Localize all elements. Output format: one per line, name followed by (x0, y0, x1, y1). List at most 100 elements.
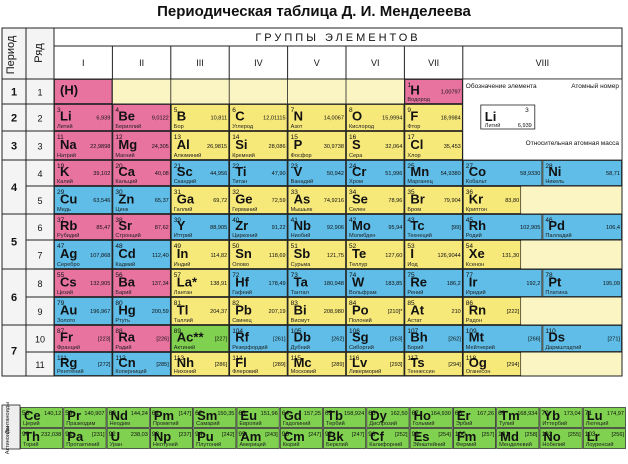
element-name: Углерод (232, 124, 254, 130)
element-symbol: Mc (294, 355, 312, 370)
element-symbol: Mt (469, 330, 485, 345)
atomic-number: 88 (115, 328, 123, 335)
element-name: Титан (232, 179, 247, 185)
element-name: Сиборгий (349, 344, 374, 351)
atomic-number: 86 (466, 300, 474, 307)
atomic-number: 74 (349, 272, 357, 279)
atomic-mass: 58,71 (606, 171, 620, 177)
element-box (404, 104, 463, 131)
atomic-mass: 40,08 (155, 171, 169, 177)
atomic-number: 24 (349, 163, 357, 170)
element-name: Иттрий (174, 232, 193, 239)
element-name: Фосфор (291, 153, 312, 159)
atomic-number: 82 (232, 300, 240, 307)
element-symbol: Zn (118, 191, 134, 206)
atomic-number: 78 (545, 272, 553, 279)
atomic-number: 20 (115, 163, 123, 170)
atomic-number: 52 (349, 243, 357, 250)
element-box (112, 325, 171, 352)
element-symbol: Rb (60, 218, 77, 233)
atomic-number: 112 (115, 355, 126, 362)
element-box (229, 297, 288, 325)
atomic-number: 11 (57, 134, 64, 141)
atomic-mass: 83,80 (505, 198, 519, 204)
element-box (229, 352, 288, 376)
atomic-number: 79 (57, 300, 65, 307)
atomic-mass: 200,59 (152, 309, 169, 315)
element-name: Нихоний (174, 368, 196, 375)
element-cell: 5 B 10,811 Бор (170, 104, 230, 131)
element-box (54, 269, 113, 297)
element-symbol: O (352, 109, 362, 124)
element-symbol: Tm (500, 408, 519, 423)
element-box (170, 131, 230, 160)
element-box (404, 214, 463, 240)
element-box (404, 240, 463, 269)
atomic-mass: 174,97 (607, 411, 624, 417)
atomic-number: 93 (152, 431, 160, 438)
atomic-number: 106 (349, 328, 360, 335)
atomic-number: 1 (407, 82, 411, 89)
element-symbol: Nd (111, 408, 128, 423)
atomic-number: 45 (466, 217, 474, 224)
element-symbol: Pd (548, 218, 565, 233)
row-number: 6 (37, 223, 42, 233)
element-symbol: Fm (457, 429, 477, 444)
atomic-number: 94 (195, 431, 203, 438)
atomic-mass: [262] (448, 337, 461, 343)
period-number: 7 (11, 346, 17, 358)
element-name: Ксенон (466, 262, 484, 268)
element-name: Водород (407, 97, 430, 103)
legend-mass: 6,939 (518, 123, 532, 129)
element-symbol: Fl (235, 355, 247, 370)
atomic-mass: [285] (156, 362, 169, 368)
atomic-mass: [243] (265, 432, 278, 438)
atomic-number: 46 (545, 217, 553, 224)
atomic-mass: 208,980 (324, 309, 344, 315)
atomic-mass: 72,59 (272, 198, 286, 204)
element-symbol: Pu (197, 429, 214, 444)
element-box (346, 186, 405, 214)
element-symbol: Sc (177, 164, 193, 179)
element-box (54, 79, 113, 104)
atomic-number: 58 (22, 410, 30, 417)
atomic-mass: 238,03 (131, 432, 148, 438)
element-name: Цезий (57, 289, 73, 296)
element-symbol: Na (60, 137, 77, 152)
element-name: Ливерморий (349, 368, 381, 375)
element-name: Скандий (174, 178, 196, 185)
element-name: Золото (57, 318, 75, 324)
element-box (229, 214, 288, 240)
element-symbol: Gd (284, 408, 302, 423)
atomic-number: 12 (115, 134, 123, 141)
element-symbol: Pt (548, 274, 562, 289)
element-symbol: C (235, 109, 245, 124)
element-box (346, 325, 405, 352)
element-name: Протактиний (66, 441, 99, 448)
element-symbol: Sb (294, 246, 311, 261)
atomic-mass: [293] (390, 362, 403, 368)
element-name: Нобелий (542, 441, 565, 448)
element-name: Кальций (115, 178, 137, 185)
element-name: Диспрозий (369, 420, 397, 427)
atomic-mass: [263] (390, 337, 403, 343)
